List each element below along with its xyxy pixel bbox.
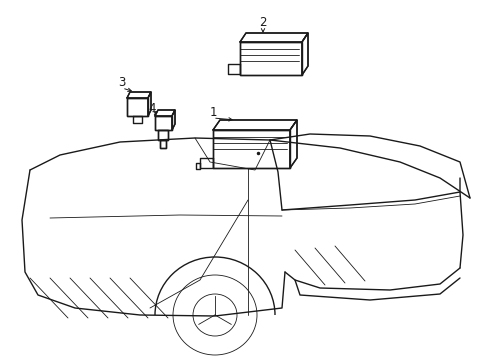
Polygon shape bbox=[155, 110, 175, 116]
Text: 4: 4 bbox=[148, 102, 156, 114]
Polygon shape bbox=[290, 120, 297, 168]
Polygon shape bbox=[302, 33, 308, 75]
Text: 3: 3 bbox=[118, 76, 126, 89]
Polygon shape bbox=[148, 92, 151, 116]
Polygon shape bbox=[240, 42, 302, 75]
Text: 1: 1 bbox=[209, 105, 217, 118]
Polygon shape bbox=[240, 33, 308, 42]
Polygon shape bbox=[160, 140, 166, 148]
Polygon shape bbox=[213, 130, 290, 168]
Polygon shape bbox=[172, 110, 175, 130]
Polygon shape bbox=[127, 98, 148, 116]
Text: 2: 2 bbox=[259, 15, 267, 28]
Polygon shape bbox=[127, 92, 151, 98]
Polygon shape bbox=[213, 120, 297, 130]
Polygon shape bbox=[158, 130, 168, 140]
Polygon shape bbox=[155, 116, 172, 130]
